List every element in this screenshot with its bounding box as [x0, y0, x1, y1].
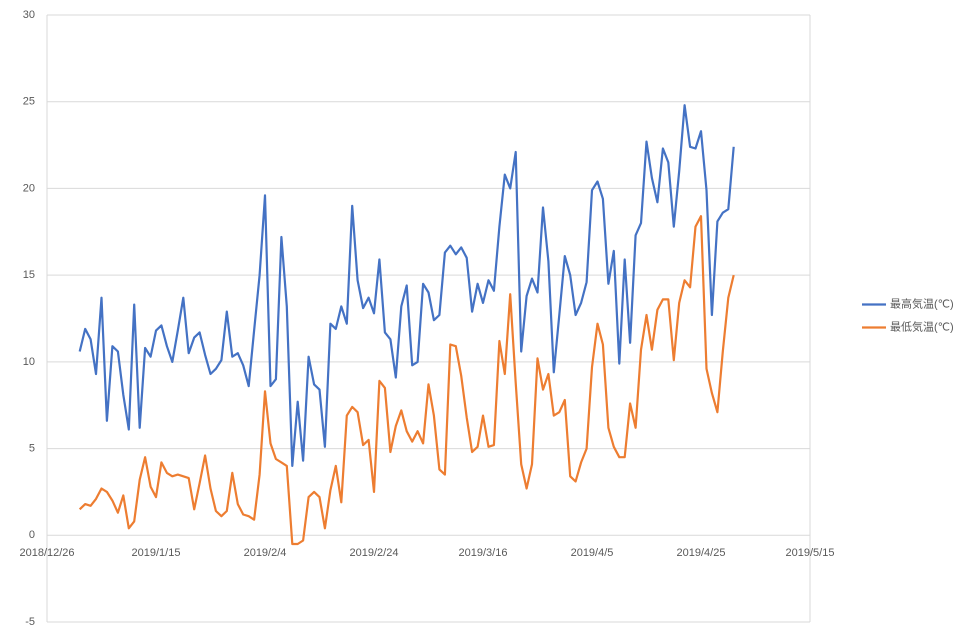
series-line — [78, 104, 735, 467]
x-tick-label: 2019/4/25 — [677, 547, 726, 559]
x-tick-label: 2019/2/24 — [350, 547, 399, 559]
x-tick-label: 2018/12/26 — [19, 547, 74, 559]
y-tick-label: 15 — [23, 269, 35, 281]
y-tick-label: 10 — [23, 356, 35, 368]
y-tick-label: 25 — [23, 96, 35, 108]
x-tick-label: 2019/3/16 — [459, 547, 508, 559]
x-tick-label: 2019/2/4 — [244, 547, 287, 559]
y-tick-label: 0 — [29, 529, 35, 541]
y-tick-label: 5 — [29, 442, 35, 454]
x-tick-label: 2019/4/5 — [571, 547, 614, 559]
legend-label: 最低気温(℃) — [890, 319, 954, 333]
x-tick-label: 2019/1/15 — [132, 547, 181, 559]
y-tick-label: 20 — [23, 182, 35, 194]
x-tick-label: 2019/5/15 — [786, 547, 835, 559]
legend-label: 最高気温(℃) — [890, 296, 954, 310]
y-tick-label: -5 — [25, 616, 35, 628]
series-line — [78, 215, 735, 546]
y-tick-label: 30 — [23, 9, 35, 21]
